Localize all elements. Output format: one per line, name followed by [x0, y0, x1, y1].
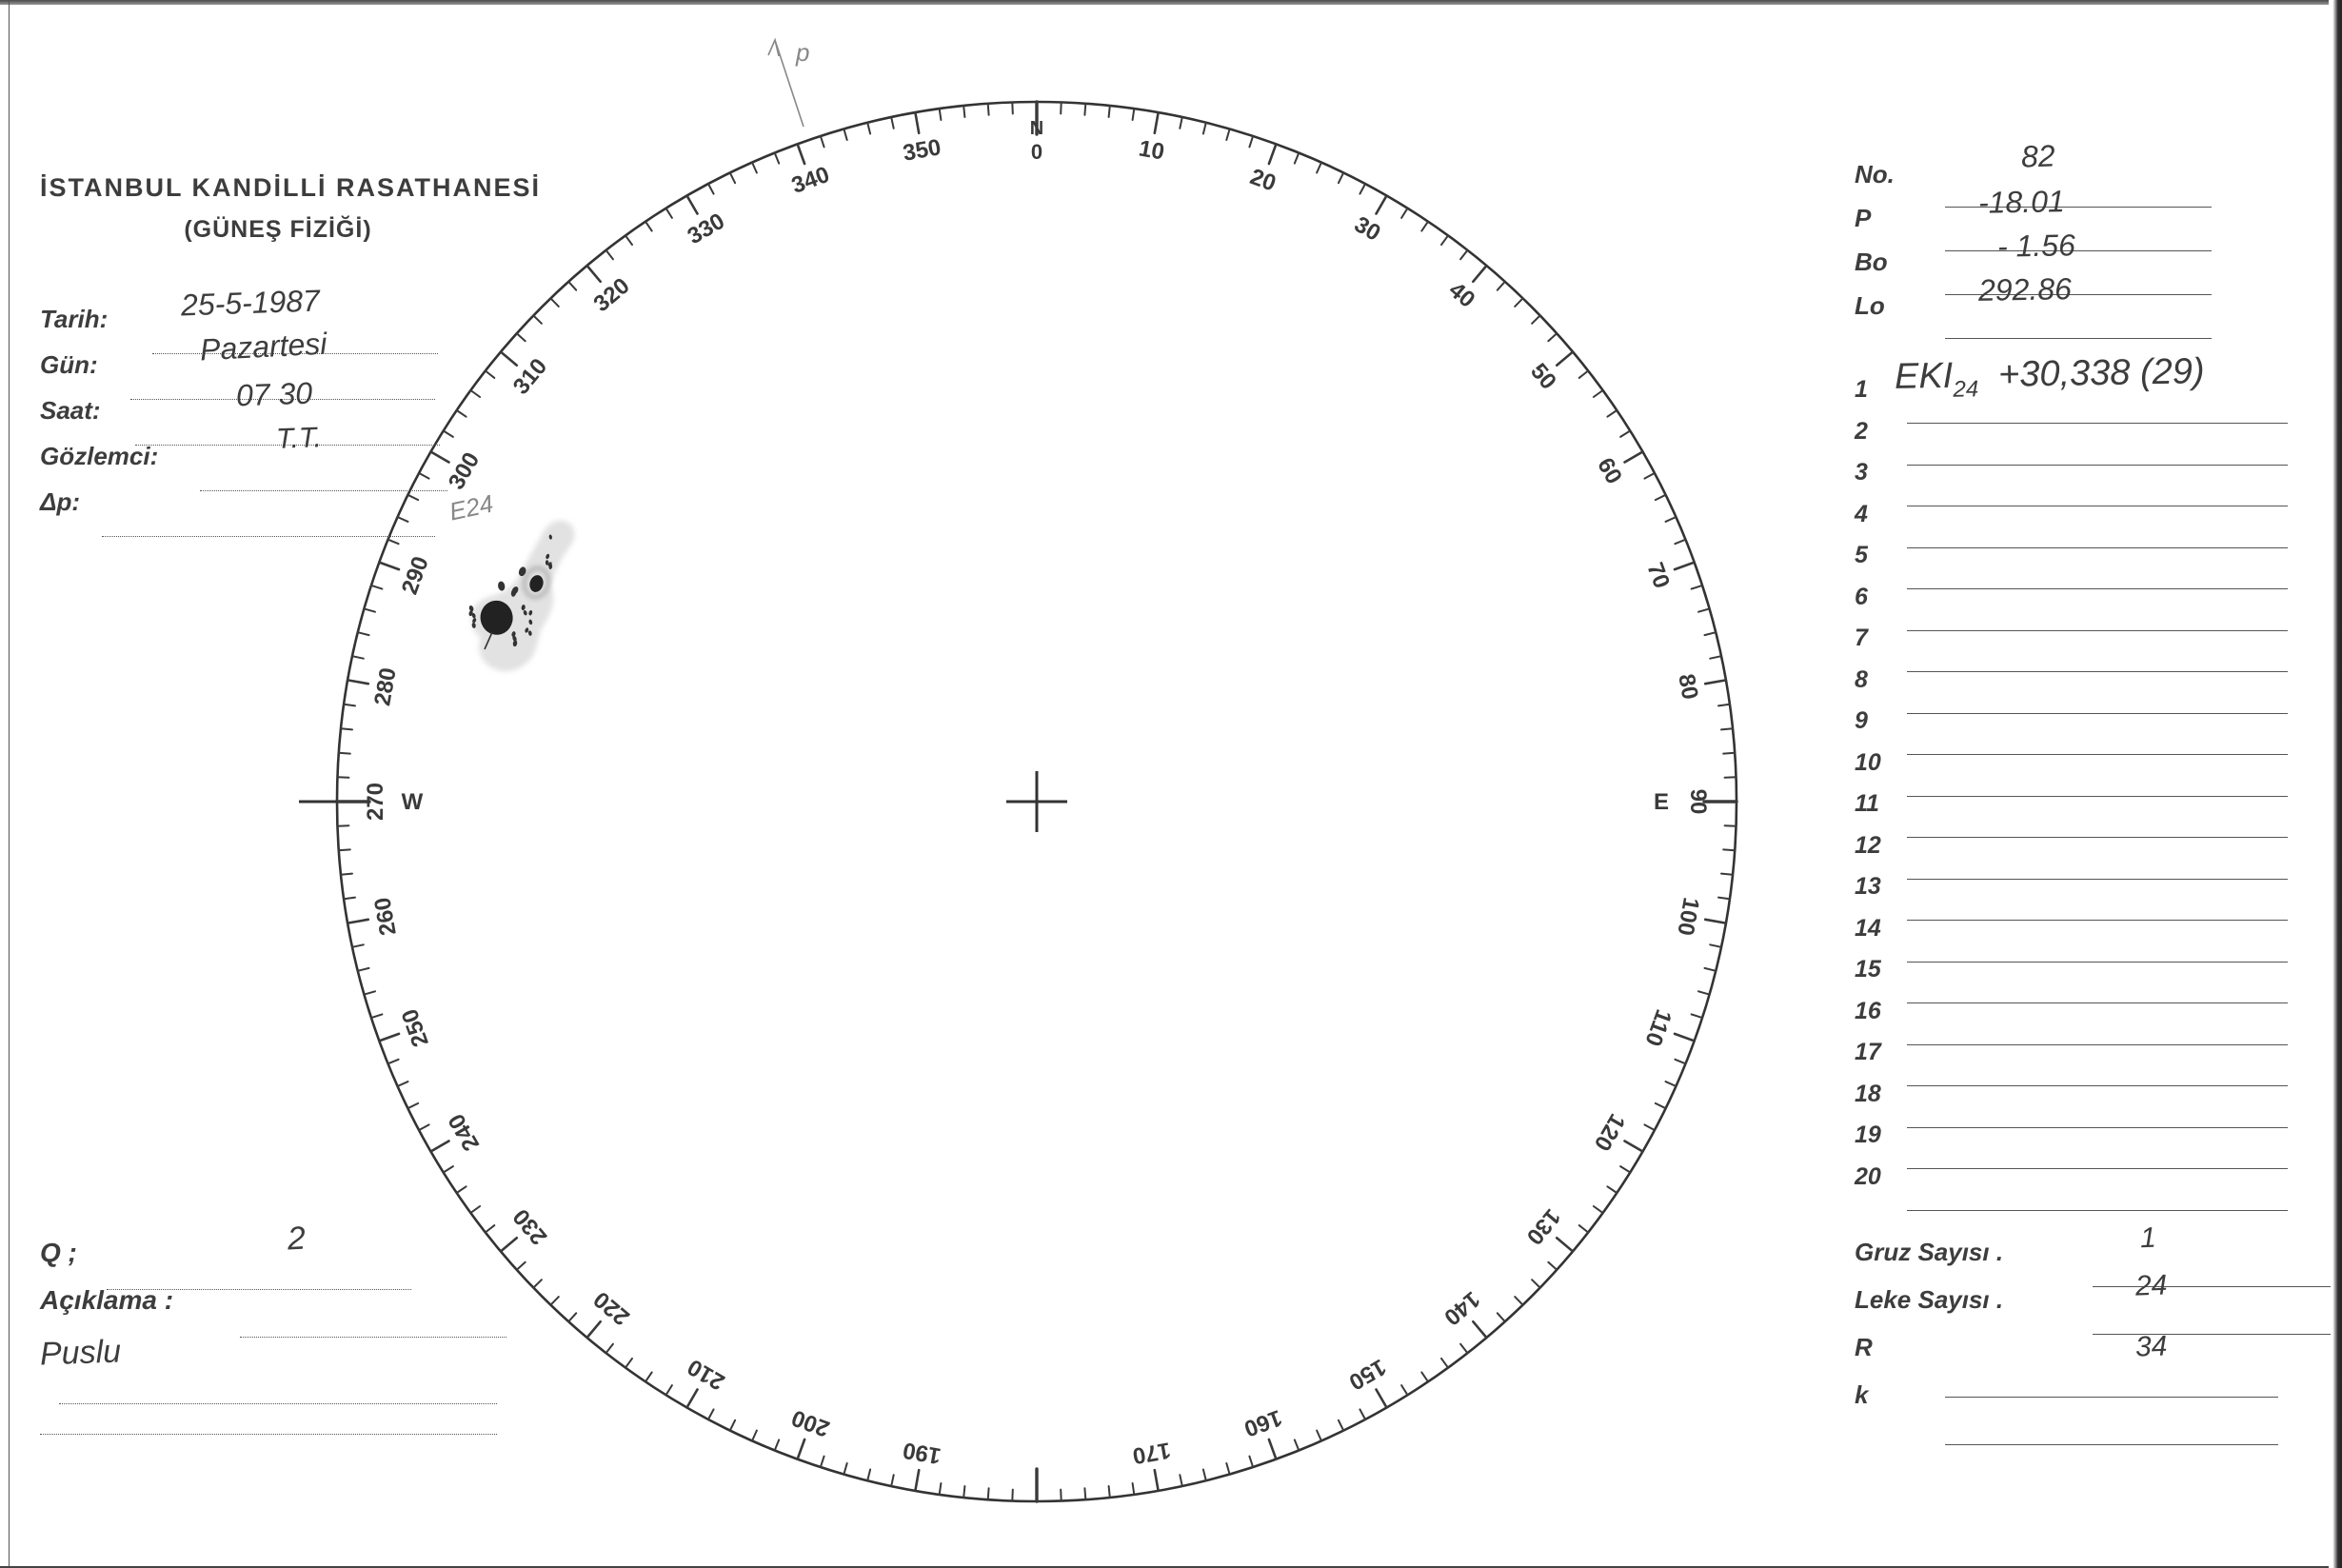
svg-text:50: 50 [1525, 359, 1561, 395]
svg-text:120: 120 [1589, 1109, 1630, 1155]
svg-text:210: 210 [684, 1354, 729, 1395]
svg-text:220: 220 [589, 1286, 635, 1330]
svg-text:260: 260 [369, 896, 402, 938]
svg-text:200: 200 [788, 1404, 833, 1441]
svg-text:0: 0 [1031, 140, 1042, 164]
svg-text:60: 60 [1592, 453, 1627, 488]
svg-text:340: 340 [788, 162, 833, 199]
svg-text:W: W [402, 789, 424, 815]
svg-text:160: 160 [1240, 1404, 1285, 1441]
svg-text:150: 150 [1344, 1354, 1390, 1395]
svg-text:130: 130 [1521, 1203, 1565, 1249]
svg-text:330: 330 [684, 208, 729, 249]
svg-text:140: 140 [1439, 1286, 1484, 1330]
svg-text:240: 240 [444, 1109, 485, 1155]
svg-text:100: 100 [1672, 896, 1704, 938]
svg-text:N: N [1030, 118, 1043, 139]
svg-text:p: p [795, 38, 809, 67]
svg-text:250: 250 [397, 1005, 434, 1050]
svg-text:E: E [1654, 789, 1669, 815]
svg-text:290: 290 [397, 553, 434, 598]
svg-text:80: 80 [1673, 672, 1702, 702]
svg-text:10: 10 [1137, 135, 1166, 165]
svg-text:70: 70 [1641, 559, 1675, 591]
svg-text:20: 20 [1246, 164, 1279, 197]
svg-text:320: 320 [589, 273, 635, 317]
svg-text:270: 270 [363, 783, 388, 821]
svg-text:350: 350 [901, 134, 943, 167]
svg-text:90: 90 [1685, 789, 1711, 815]
svg-text:30: 30 [1350, 211, 1385, 247]
svg-text:40: 40 [1444, 277, 1480, 313]
svg-text:170: 170 [1131, 1437, 1173, 1469]
svg-text:280: 280 [369, 665, 402, 707]
svg-text:190: 190 [901, 1437, 943, 1469]
svg-text:110: 110 [1639, 1006, 1677, 1050]
